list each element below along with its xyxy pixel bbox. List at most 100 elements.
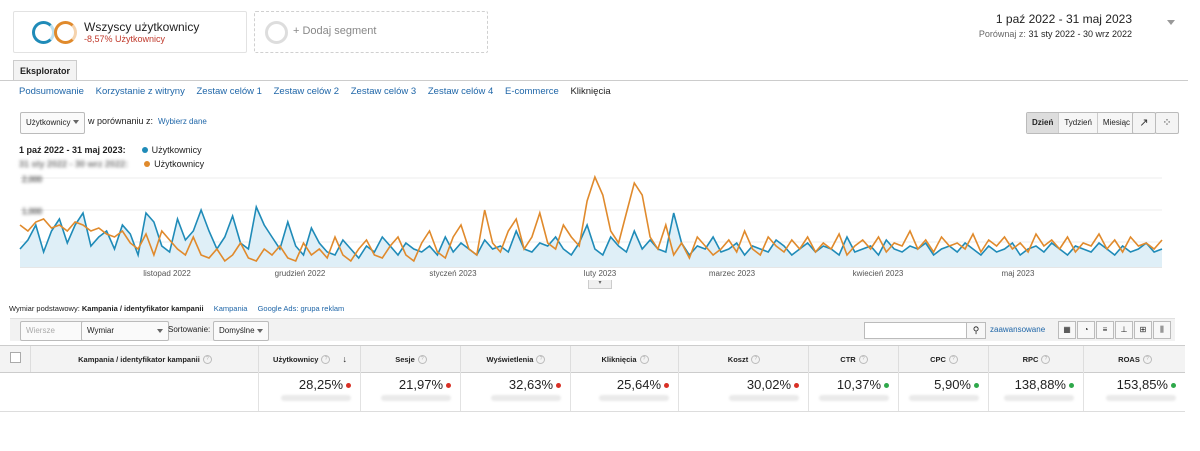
add-segment-label: + Dodaj segment	[293, 25, 377, 37]
pick-data-link[interactable]: Wybierz dane	[158, 117, 207, 126]
y-tick-label: 1,000	[22, 207, 43, 216]
total-clicks-cell: 25,64%	[570, 371, 679, 411]
trend-up-icon	[974, 383, 979, 389]
help-icon[interactable]: ?	[639, 354, 649, 364]
col-header-label: Sesje	[395, 354, 415, 364]
legend-current-dot-icon	[141, 147, 148, 153]
subnav-clicks[interactable]: Kliknięcia	[570, 86, 611, 97]
col-header-cpc[interactable]: CPC?	[898, 346, 989, 372]
help-icon[interactable]: ?	[1041, 354, 1051, 364]
subnav-goal-set-2[interactable]: Zestaw celów 2	[273, 86, 340, 97]
search-icon[interactable]: ⚲	[966, 323, 985, 338]
col-header-label: ROAS	[1118, 354, 1140, 364]
segment-card-all-users[interactable]: Wszyscy użytkownicy -8,57% Użytkownicy	[13, 11, 247, 53]
period-month-button[interactable]: Miesiąc	[1096, 113, 1135, 133]
blurred-subvalue	[491, 395, 561, 401]
view-performance-icon[interactable]: ≡	[1096, 321, 1114, 339]
blurred-subvalue	[381, 395, 451, 401]
primary-dimension-row: Wymiar podstawowy: Kampania / identyfika…	[9, 304, 344, 313]
trend-down-icon	[664, 383, 669, 389]
help-icon[interactable]: ?	[321, 354, 331, 364]
col-header-roas[interactable]: ROAS?	[1083, 346, 1186, 372]
subnav-goal-set-4[interactable]: Zestaw celów 4	[427, 86, 494, 97]
date-range-picker[interactable]: 1 paź 2022 - 31 maj 2023 Porównaj z: 31 …	[979, 12, 1132, 39]
view-comparison-icon[interactable]: ⊥	[1115, 321, 1133, 339]
view-term-cloud-icon[interactable]: ⊞	[1134, 321, 1152, 339]
help-icon[interactable]: ?	[1142, 354, 1152, 364]
table-header: Kampania / identyfikator kampanii? Użytk…	[0, 345, 1185, 373]
primary-dimension-current: Kampania / identyfikator kampanii	[81, 304, 204, 313]
view-table-icon[interactable]: ▦	[1058, 321, 1076, 339]
col-header-sessions[interactable]: Sesje?	[360, 346, 461, 372]
blurred-subvalue	[599, 395, 669, 401]
total-ctr-cell: 10,37%	[808, 371, 899, 411]
view-pivot-icon[interactable]: ⫼	[1153, 321, 1171, 339]
blurred-subvalue	[909, 395, 979, 401]
sort-select[interactable]: Domyślne	[213, 321, 269, 341]
date-range-caret-icon[interactable]	[1167, 20, 1175, 25]
col-header-cost[interactable]: Koszt?	[678, 346, 809, 372]
metric-select[interactable]: Użytkownicy	[20, 112, 85, 134]
trend-up-icon	[884, 383, 889, 389]
date-range-main: 1 paź 2022 - 31 maj 2023	[995, 12, 1132, 26]
series-primary-line[interactable]	[19, 204, 1163, 260]
tab-explorer[interactable]: Eksplorator	[13, 60, 78, 81]
help-icon[interactable]: ?	[948, 354, 958, 364]
x-tick-label: maj 2023	[1002, 269, 1035, 278]
segment-name: Wszyscy użytkownicy	[84, 20, 200, 34]
blurred-subvalue	[819, 395, 889, 401]
x-tick-label: styczeń 2023	[429, 269, 477, 278]
help-icon[interactable]: ?	[536, 354, 546, 364]
period-week-button[interactable]: Tydzień	[1058, 113, 1097, 133]
period-button-group: Dzień Tydzień Miesiąc	[1026, 112, 1137, 134]
view-pie-icon[interactable]: ◔	[1077, 321, 1095, 339]
secondary-dimension-select[interactable]: Wymiar dodatkowy	[81, 321, 169, 353]
subnav-ecommerce[interactable]: E-commerce	[504, 86, 559, 97]
x-tick-label: luty 2023	[584, 269, 617, 278]
x-tick-label: grudzień 2022	[275, 269, 326, 278]
dimension-link-ad-group[interactable]: Google Ads: grupa reklam	[257, 304, 345, 313]
total-rpc-cell: 138,88%	[988, 371, 1084, 411]
col-header-impressions[interactable]: Wyświetlenia?	[460, 346, 571, 372]
col-header-label: Użytkownicy	[273, 354, 319, 364]
trend-up-icon	[1069, 383, 1074, 389]
help-icon[interactable]: ?	[751, 354, 761, 364]
legend-current-series: Użytkownicy	[151, 145, 202, 155]
col-header-rpc[interactable]: RPC?	[988, 346, 1084, 372]
subnav-site-usage[interactable]: Korzystanie z witryny	[95, 86, 185, 97]
help-icon[interactable]: ?	[202, 354, 212, 364]
advanced-filter-link[interactable]: zaawansowane	[990, 325, 1046, 334]
select-all-checkbox[interactable]	[10, 352, 21, 363]
segment-delta: -8,57% Użytkownicy	[84, 34, 166, 44]
col-header-label: CTR	[840, 354, 856, 364]
col-header-ctr[interactable]: CTR?	[808, 346, 899, 372]
table-search-input[interactable]: ⚲	[864, 322, 986, 339]
segment-ring-compare-icon	[54, 21, 77, 44]
series-secondary-line[interactable]	[19, 174, 1163, 263]
motion-chart-toggle-icon[interactable]: ⁘	[1155, 112, 1179, 134]
chart-collapse-handle-icon[interactable]: ▾	[588, 280, 612, 289]
period-day-button[interactable]: Dzień	[1027, 113, 1059, 133]
subnav-summary[interactable]: Podsumowanie	[19, 86, 84, 97]
col-header-users[interactable]: Użytkownicy? ↓	[258, 346, 361, 372]
subnav-goal-set-1[interactable]: Zestaw celów 1	[196, 86, 262, 97]
legend-compare-range: 31 sty 2022 - 30 wrz 2022:	[19, 159, 129, 169]
help-icon[interactable]: ?	[858, 354, 868, 364]
users-line-chart[interactable]: 2,000 1,000 listopad 2022 grudzień 2022 st…	[0, 168, 1165, 288]
dimension-link-campaign[interactable]: Kampania	[213, 304, 248, 313]
blurred-subvalue	[1106, 395, 1176, 401]
legend-row-current: 1 paź 2022 - 31 maj 2023: Użytkownicy	[19, 145, 202, 155]
date-range-compare: Porównaj z: 31 sty 2022 - 30 wrz 2022	[979, 29, 1132, 39]
add-segment-button[interactable]: + Dodaj segment	[254, 11, 488, 53]
col-header-clicks[interactable]: Kliknięcia?	[570, 346, 679, 372]
total-sessions-value: 21,97%	[398, 377, 443, 392]
sort-desc-icon: ↓	[342, 354, 347, 364]
total-impressions-value: 32,63%	[508, 377, 553, 392]
col-header-label: Koszt	[727, 354, 749, 364]
trend-down-icon	[556, 383, 561, 389]
col-header-label: RPC	[1022, 354, 1039, 364]
subnav-goal-set-3[interactable]: Zestaw celów 3	[350, 86, 417, 97]
line-chart-toggle-icon[interactable]: ↗	[1132, 112, 1156, 134]
help-icon[interactable]: ?	[417, 354, 427, 364]
col-header-campaign[interactable]: Kampania / identyfikator kampanii?	[30, 346, 259, 372]
